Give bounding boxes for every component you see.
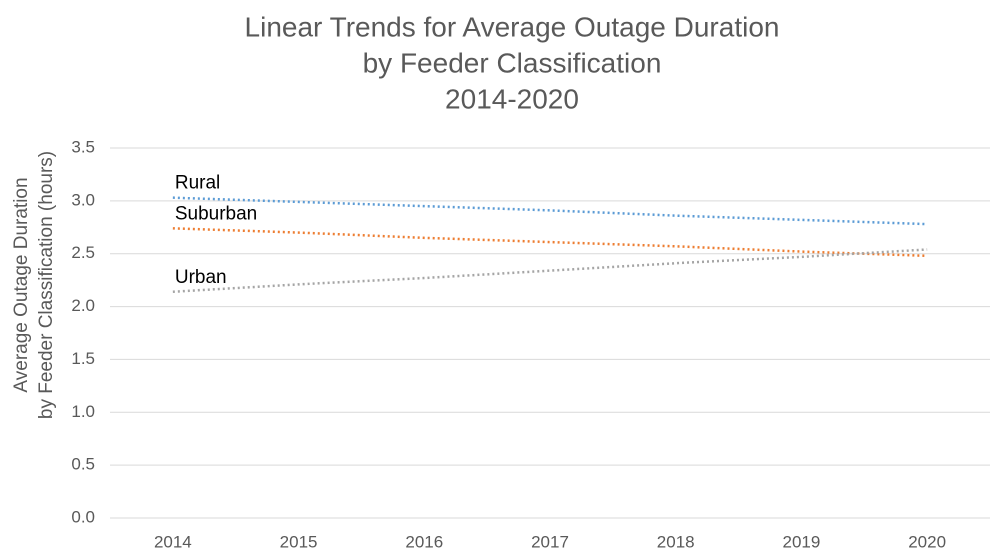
x-tick-label: 2017 bbox=[531, 532, 569, 551]
y-axis-label: Average Outage Duration bbox=[11, 177, 32, 392]
y-tick-label: 1.0 bbox=[71, 402, 95, 421]
y-tick-label: 0.0 bbox=[71, 507, 95, 526]
y-axis-label: by Feeder Classification (hours) bbox=[36, 151, 57, 419]
y-tick-label: 3.0 bbox=[71, 190, 95, 209]
y-tick-label: 2.0 bbox=[71, 296, 95, 315]
series-label: Suburban bbox=[175, 203, 257, 224]
x-tick-label: 2015 bbox=[280, 532, 318, 551]
chart-title: Linear Trends for Average Outage Duratio… bbox=[245, 11, 780, 42]
x-tick-label: 2018 bbox=[657, 532, 695, 551]
chart-title: 2014-2020 bbox=[445, 83, 579, 114]
series-label: Urban bbox=[175, 267, 227, 288]
y-tick-label: 0.5 bbox=[71, 455, 95, 474]
x-tick-label: 2020 bbox=[908, 532, 946, 551]
x-tick-label: 2019 bbox=[783, 532, 821, 551]
y-tick-label: 3.5 bbox=[71, 137, 95, 156]
x-tick-label: 2014 bbox=[154, 532, 192, 551]
chart-title: by Feeder Classification bbox=[363, 47, 662, 78]
y-tick-label: 1.5 bbox=[71, 349, 95, 368]
x-tick-label: 2016 bbox=[405, 532, 443, 551]
series-label: Rural bbox=[175, 173, 220, 194]
trend-line bbox=[172, 196, 928, 226]
trend-line bbox=[172, 248, 928, 294]
y-tick-label: 2.5 bbox=[71, 243, 95, 262]
trend-line bbox=[172, 227, 928, 258]
